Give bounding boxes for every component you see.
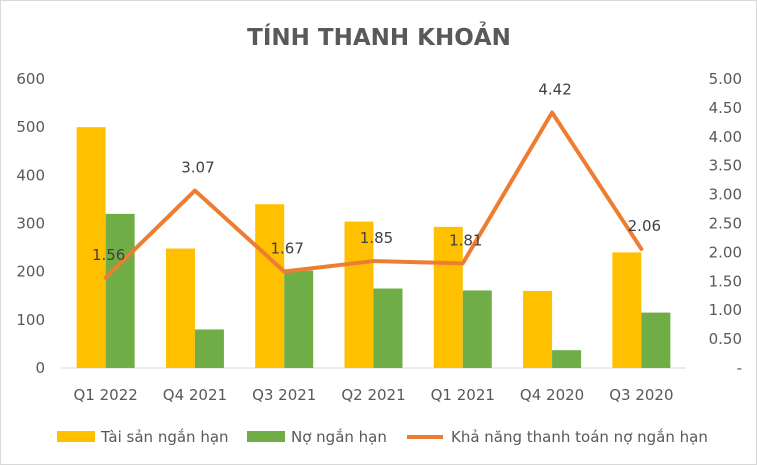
y-right-tick-label: 0.50 <box>709 330 742 348</box>
y-left-tick-label: 0 <box>35 359 45 377</box>
y-right-tick-label: 3.50 <box>709 157 742 175</box>
y-left-tick-label: 100 <box>16 311 45 329</box>
bar-tai-san-ngan-han <box>165 248 195 368</box>
bar-no-ngan-han <box>194 329 224 368</box>
line-data-label: 1.81 <box>449 231 482 249</box>
legend-label: Khả năng thanh toán nợ ngắn hạn <box>451 428 708 446</box>
y-right-tick-label: - <box>737 359 742 377</box>
legend-swatch-tai-san <box>57 431 95 442</box>
y-right-tick-label: 4.00 <box>709 128 742 146</box>
bar-no-ngan-han <box>641 312 671 368</box>
x-tick-label: Q2 2021 <box>341 386 405 404</box>
legend-label: Tài sản ngắn hạn <box>100 428 229 446</box>
y-right-tick-label: 1.50 <box>709 272 742 290</box>
line-data-label: 1.85 <box>360 229 393 247</box>
y-right-tick-label: 2.00 <box>709 243 742 261</box>
bar-no-ngan-han <box>373 288 403 368</box>
y-right-tick-label: 5.00 <box>709 70 742 88</box>
y-right-tick-label: 4.50 <box>709 99 742 117</box>
line-kha-nang-thanh-toan <box>103 110 644 280</box>
x-tick-label: Q3 2020 <box>609 386 673 404</box>
bar-tai-san-ngan-han <box>344 221 374 368</box>
line-data-label: 1.67 <box>271 239 304 257</box>
x-tick-label: Q3 2021 <box>252 386 316 404</box>
chart-title: TÍNH THANH KHOẢN <box>247 21 511 51</box>
y-left-tick-label: 200 <box>16 263 45 281</box>
bar-no-ngan-han <box>552 350 582 368</box>
bar-no-ngan-han <box>462 290 492 368</box>
legend-swatch-no <box>247 431 285 442</box>
line-data-label: 4.42 <box>538 81 571 99</box>
y-left-tick-label: 300 <box>16 215 45 233</box>
line-data-label: 3.07 <box>181 159 214 177</box>
line-series <box>103 110 644 280</box>
bar-tai-san-ngan-han <box>255 204 285 368</box>
bar-no-ngan-han <box>284 270 314 368</box>
y-right-tick-label: 3.00 <box>709 186 742 204</box>
axes: 0 100 200 300 400 500 600 - 0.50 1.00 1.50 2.00 2.50… <box>16 70 742 404</box>
x-tick-label: Q1 2021 <box>431 386 495 404</box>
bar-tai-san-ngan-han <box>523 290 553 368</box>
legend-label: Nợ ngắn hạn <box>291 428 387 446</box>
bar-tai-san-ngan-han <box>433 226 463 368</box>
x-tick-label: Q1 2022 <box>73 386 137 404</box>
y-left-tick-label: 600 <box>16 70 45 88</box>
legend: Tài sản ngắn hạn Nợ ngắn hạn Khả năng than… <box>57 428 708 446</box>
bars <box>76 127 671 369</box>
data-labels: 1.56 3.07 1.67 1.85 1.81 4.42 2.06 <box>92 81 661 264</box>
bar-tai-san-ngan-han <box>612 252 642 368</box>
x-tick-label: Q4 2020 <box>520 386 584 404</box>
line-data-label: 2.06 <box>628 217 661 235</box>
bar-no-ngan-han <box>105 213 135 368</box>
x-tick-label: Q4 2021 <box>163 386 227 404</box>
bar-tai-san-ngan-han <box>76 127 106 369</box>
line-data-label: 1.56 <box>92 246 125 264</box>
y-right-tick-label: 1.00 <box>709 301 742 319</box>
y-left-tick-label: 400 <box>16 166 45 184</box>
y-left-tick-label: 500 <box>16 118 45 136</box>
y-right-tick-label: 2.50 <box>709 215 742 233</box>
